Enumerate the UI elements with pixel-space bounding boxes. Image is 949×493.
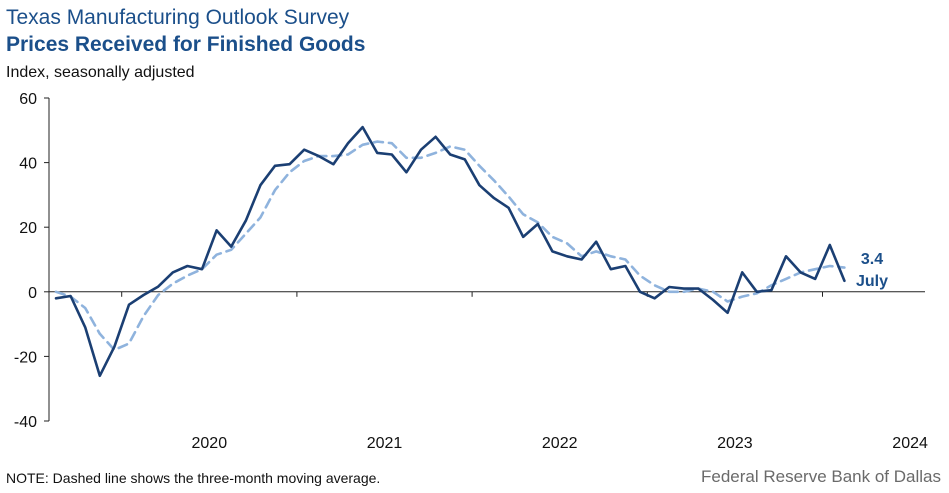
- footnote: NOTE: Dashed line shows the three-month …: [6, 470, 381, 486]
- source-credit: Federal Reserve Bank of Dallas: [700, 467, 941, 486]
- y-axis: 60 40 20 0 -20 -40: [14, 91, 50, 431]
- x-axis: 2020 2021 2022 2023 2024: [49, 291, 928, 452]
- latest-value-label: 3.4: [861, 251, 883, 268]
- x-tick-label: 2023: [717, 435, 753, 452]
- annotation-group: 3.4 July: [856, 251, 888, 290]
- series-group: [54, 125, 846, 378]
- x-tick-label: 2024: [892, 435, 928, 452]
- y-tick-label: -40: [14, 414, 37, 431]
- chart-title: Texas Manufacturing Outlook Survey: [6, 6, 350, 29]
- y-tick-label: 40: [19, 156, 37, 173]
- y-tick-label: 60: [19, 91, 37, 108]
- latest-month-label: July: [856, 273, 888, 290]
- chart-subtitle: Prices Received for Finished Goods: [6, 33, 366, 56]
- y-tick-label: 0: [28, 285, 37, 302]
- x-tick-label: 2020: [192, 435, 228, 452]
- x-tick-label: 2021: [367, 435, 403, 452]
- y-tick-label: -20: [14, 349, 37, 366]
- monthly-index-line: [54, 125, 846, 378]
- x-tick-label: 2022: [542, 435, 578, 452]
- y-axis-units-label: Index, seasonally adjusted: [6, 64, 195, 81]
- y-tick-label: 20: [19, 220, 37, 237]
- moving-average-line: [54, 140, 846, 352]
